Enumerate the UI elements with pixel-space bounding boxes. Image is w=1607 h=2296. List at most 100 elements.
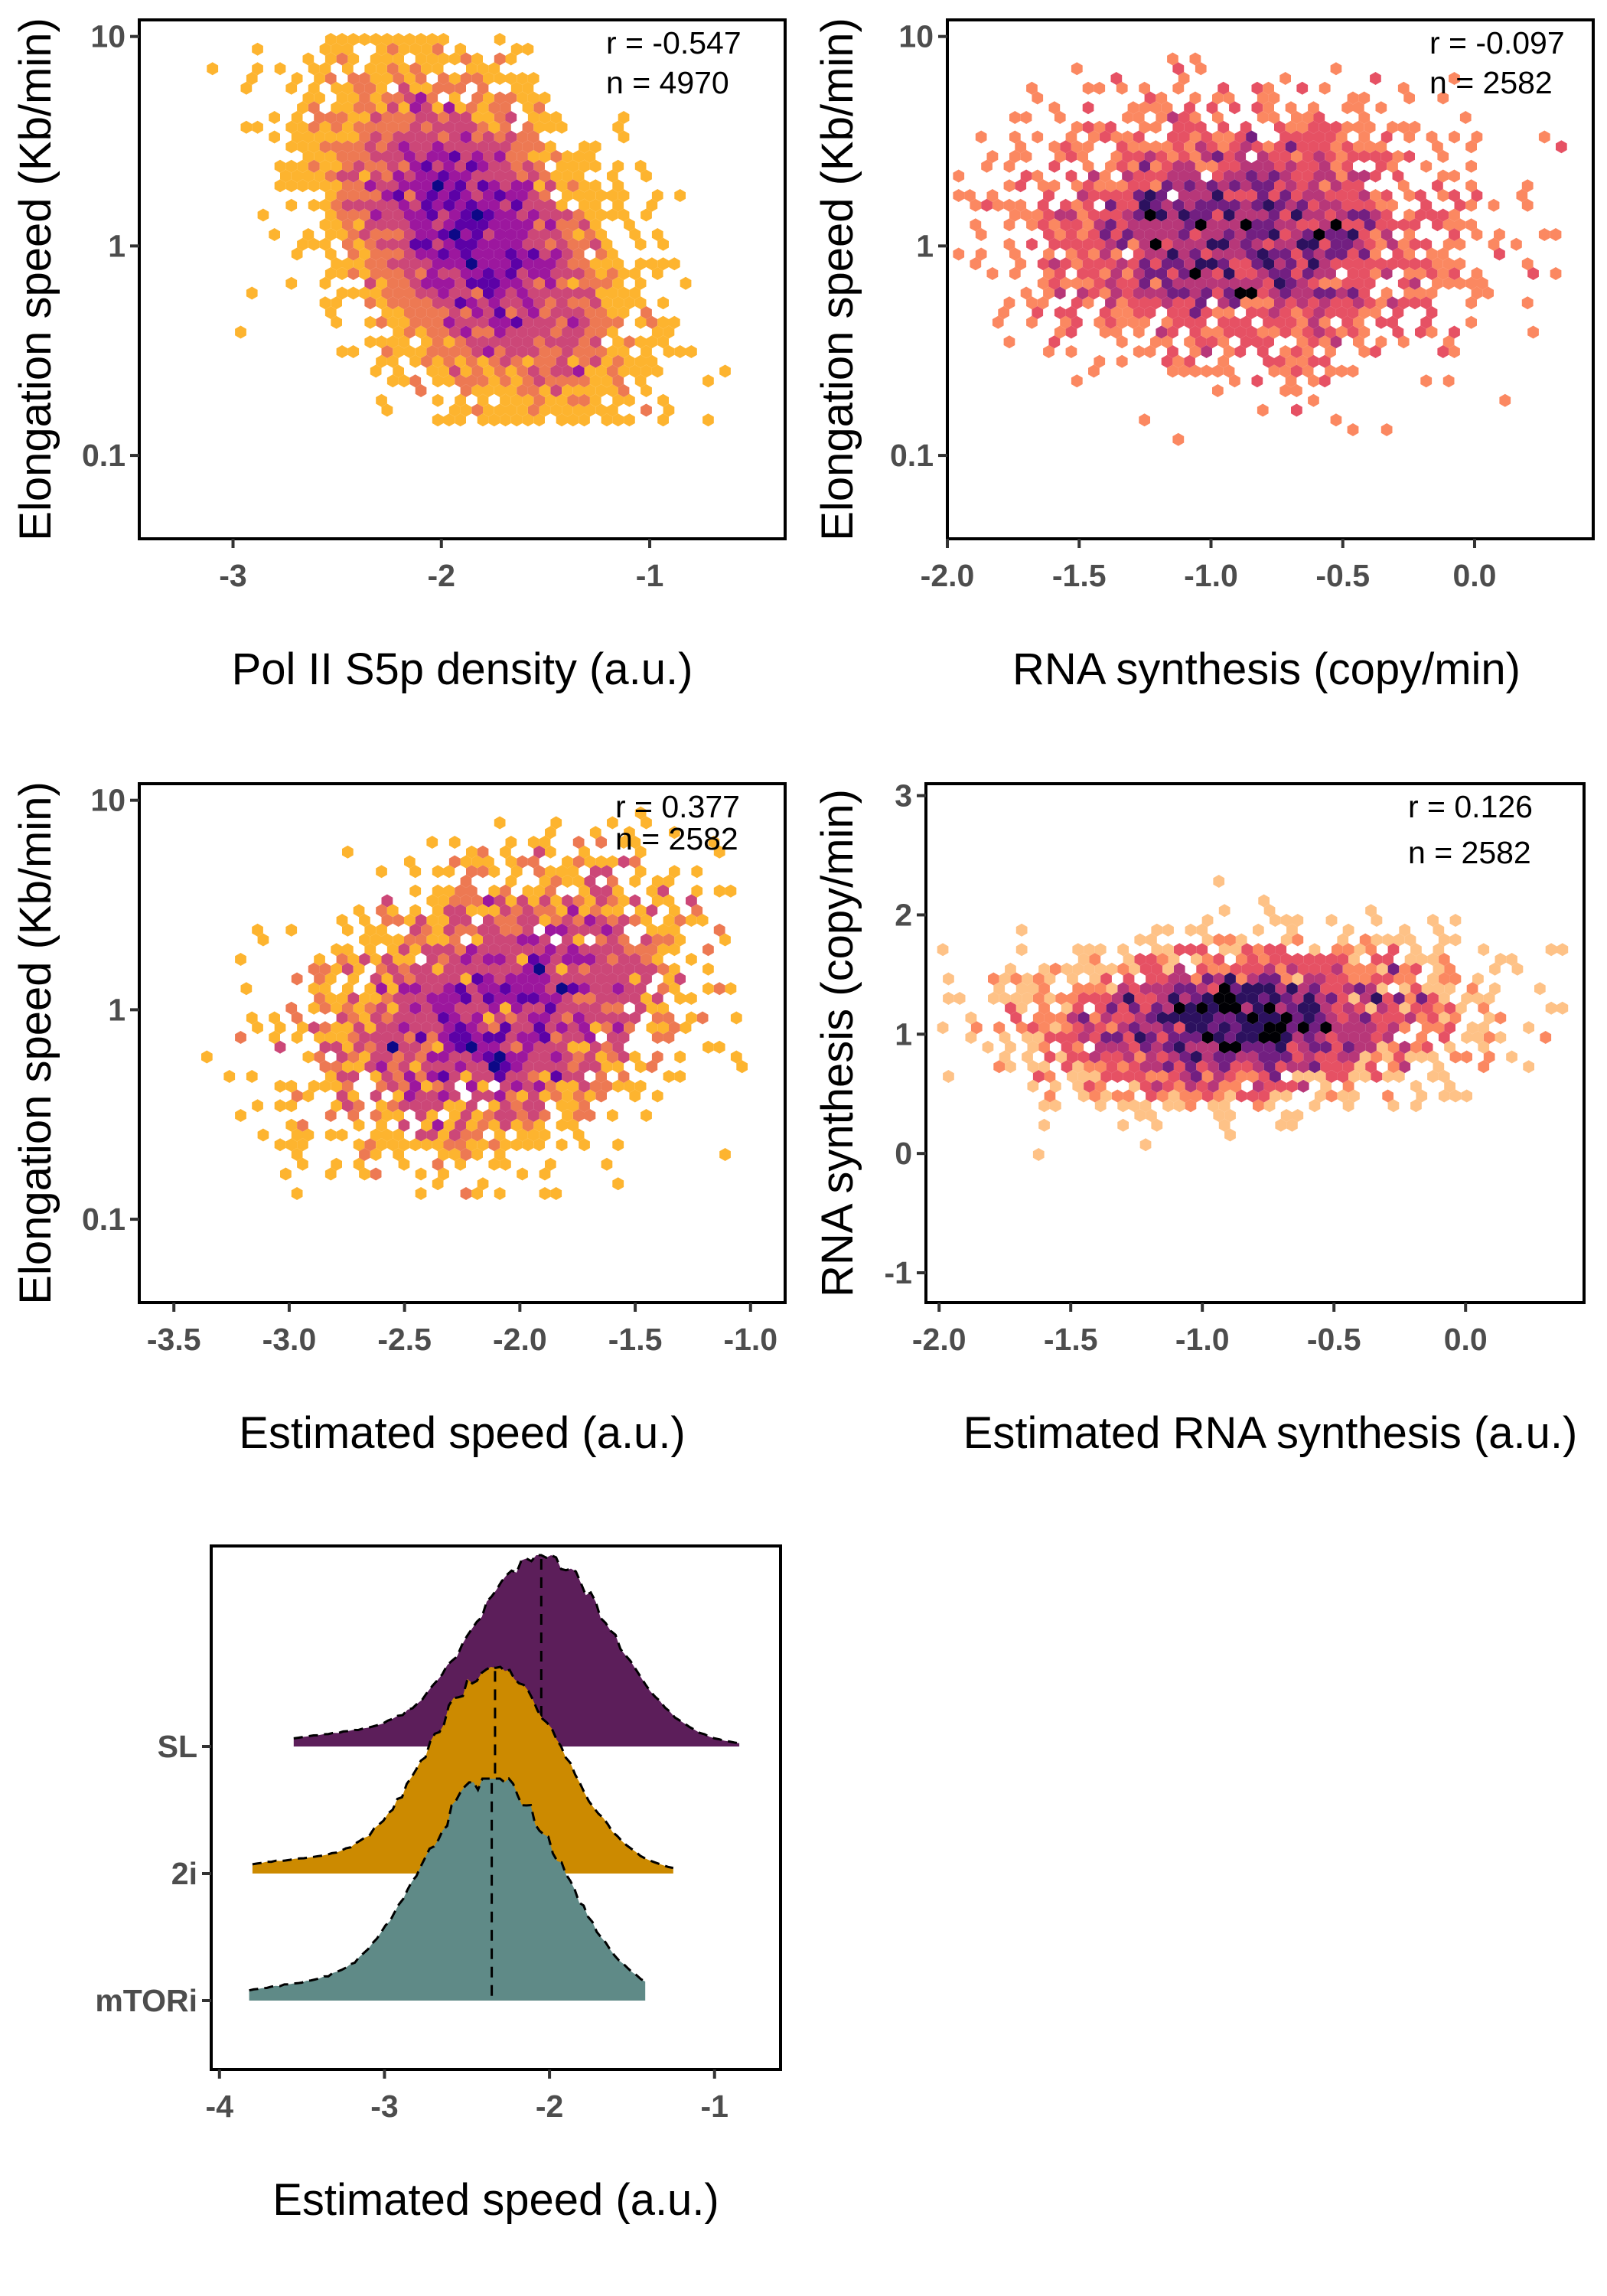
hexbin-cell (1123, 992, 1135, 1005)
hexbin-cell (527, 306, 539, 319)
hexbin-cell (285, 923, 298, 937)
plot-frame (138, 18, 787, 540)
hexbin-cell (517, 403, 528, 417)
hexbin-cell (438, 33, 449, 46)
hexbin-cell (579, 140, 590, 154)
hexbin-cell (1168, 1011, 1180, 1025)
hexbin-cell (1127, 276, 1139, 290)
hexbin-cell (370, 111, 382, 124)
hexbin-cell (494, 384, 506, 397)
hexbin-cell (612, 1138, 624, 1152)
hexbin-cell (1371, 1070, 1383, 1083)
hexbin-cell (1387, 120, 1398, 134)
hexbin-cell (1325, 1070, 1338, 1083)
hexbin-cell (1292, 1070, 1304, 1083)
hexbin-cell (970, 218, 982, 232)
plot-frame (138, 782, 787, 1304)
hexbin-cell (1099, 267, 1111, 280)
hexbin-cell (1234, 247, 1247, 261)
hexbin-cell (500, 962, 511, 976)
hexbin-cell (1409, 257, 1421, 271)
hexbin-cell (1347, 228, 1359, 241)
hexbin-cell (1184, 198, 1195, 212)
hexbin-cell (1234, 208, 1247, 222)
hexbin-cell (415, 1089, 427, 1103)
hexbin-cell (393, 33, 404, 46)
hexbin-cell (426, 208, 438, 222)
hexbin-cell (308, 962, 320, 976)
hexbin-cell (1150, 276, 1162, 290)
hexbin-cell (477, 904, 489, 918)
hexbin-cell (1393, 992, 1405, 1005)
hexbin-cell (477, 1040, 489, 1054)
hexbin-cell (1449, 169, 1460, 183)
hexbin-cell (1241, 1060, 1253, 1074)
hexbin-cell (567, 904, 579, 918)
hexbin-cell (1127, 237, 1139, 251)
hexbin-cell (505, 875, 517, 888)
hexbin-cell (1291, 111, 1302, 124)
hexbin-cell (618, 208, 630, 222)
hexbin-cell (1263, 1099, 1276, 1113)
hexbin-cell (393, 1128, 404, 1142)
hexbin-cell (297, 1157, 308, 1171)
hexbin-cell (1173, 1060, 1185, 1074)
hexbin-cell (545, 276, 556, 290)
hexbin-cell (618, 1070, 630, 1083)
hexbin-cell (319, 296, 331, 310)
hexbin-cell (988, 992, 999, 1005)
hexbin-cell (607, 933, 618, 947)
hexbin-cell (370, 286, 382, 300)
hexbin-cell (477, 1079, 489, 1093)
hexbin-cell (567, 315, 579, 329)
hexbin-cell (409, 1099, 422, 1113)
hexbin-cell (381, 130, 393, 144)
hexbin-cell (1403, 150, 1415, 163)
hexbin-cell (1156, 111, 1168, 124)
hexbin-cell (1212, 267, 1224, 280)
hexbin-cell (1003, 335, 1015, 349)
hexbin-cell (1291, 150, 1302, 163)
hexbin-cell (579, 1040, 590, 1054)
hexbin-cell (545, 1040, 556, 1054)
hexbin-cell (634, 354, 647, 368)
hexbin-cell (291, 1011, 303, 1025)
hexbin-cell (1449, 208, 1460, 222)
hexbin-cell (1313, 325, 1325, 339)
hexbin-cell (607, 325, 618, 339)
hexbin-cell (1257, 169, 1269, 183)
hexbin-cell (314, 1050, 325, 1064)
hexbin-cell (376, 140, 387, 154)
hexbin-cell (517, 247, 528, 261)
hexbin-cell (579, 198, 590, 212)
hexbin-cell (1185, 1001, 1197, 1015)
hexbin-cell (1465, 159, 1477, 173)
hexbin-cell (1071, 374, 1083, 388)
hexbin-cell (1263, 315, 1274, 329)
hexbin-cell (1270, 1089, 1281, 1103)
hexbin-cell (1179, 1011, 1191, 1025)
hexbin-cell (1077, 1070, 1090, 1083)
hexbin-cell (1195, 257, 1207, 271)
hexbin-cell (572, 208, 585, 222)
hexbin-cell (1292, 1109, 1304, 1122)
hexbin-cell (1065, 325, 1077, 339)
sample-size-label: n = 2582 (1408, 835, 1531, 870)
hexbin-cell (500, 393, 511, 407)
hexbin-cell (1005, 962, 1016, 976)
hexbin-cell (393, 91, 404, 105)
hexbin-cell (1235, 1011, 1247, 1025)
hexbin-cell (1133, 306, 1145, 319)
hexbin-cell (595, 894, 607, 908)
hexbin-cell (1172, 315, 1185, 329)
hexbin-cell (517, 228, 528, 241)
hexbin-cell (1151, 923, 1163, 937)
hexbin-cell (1003, 237, 1015, 251)
hexbin-cell (1212, 325, 1224, 339)
hexbin-cell (1213, 992, 1225, 1005)
hexbin-cell (1110, 150, 1123, 163)
hexbin-cell (607, 1109, 618, 1122)
hexbin-cell (1067, 992, 1078, 1005)
hexbin-cell (1043, 189, 1054, 202)
